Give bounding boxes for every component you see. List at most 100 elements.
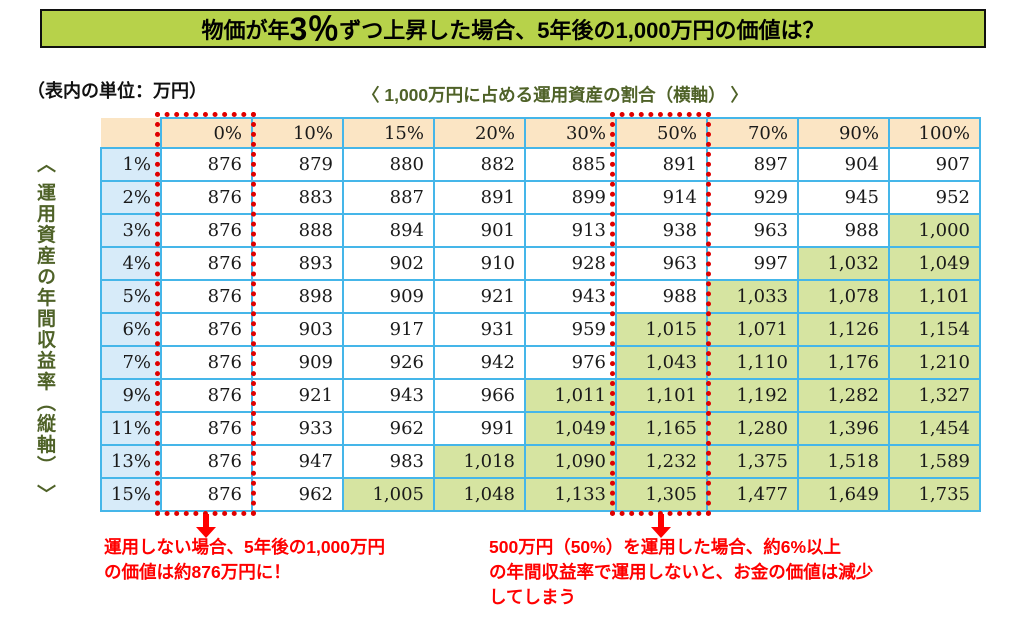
table-row: 15% 876 962 1,005 1,048 1,133 1,305 1,477 1,649 1…: [100, 477, 981, 512]
row-header-3%: 3%: [100, 213, 162, 248]
col-header-20%: 20%: [433, 117, 526, 149]
value-cell: 938: [615, 213, 708, 248]
value-cell: 1,090: [524, 444, 617, 479]
table-row: 1% 876 879 880 882 885 891 897 904 907: [100, 147, 981, 182]
value-cell: 1,327: [888, 378, 981, 413]
table-corner-cell: [101, 118, 161, 148]
value-cell: 952: [888, 180, 981, 215]
value-cell: 914: [615, 180, 708, 215]
value-cell: 880: [342, 147, 435, 182]
col-header-10%: 10%: [251, 117, 344, 149]
value-cell: 991: [433, 411, 526, 446]
value-cell: 888: [251, 213, 344, 248]
value-cell: 1,049: [524, 411, 617, 446]
value-cell: 943: [524, 279, 617, 314]
value-cell: 976: [524, 345, 617, 380]
col-header-70%: 70%: [706, 117, 799, 149]
value-cell: 1,015: [615, 312, 708, 347]
value-cell: 917: [342, 312, 435, 347]
value-cell: 943: [342, 378, 435, 413]
value-cell: 885: [524, 147, 617, 182]
vertical-axis-label: 〈 運用資産の年間収益率（縦軸） 〉: [34, 153, 55, 505]
value-cell: 1,005: [342, 477, 435, 512]
value-cell: 1,126: [797, 312, 890, 347]
annotation-no-investment: 運用しない場合、5年後の1,000万円 の価値は約876万円に！: [104, 537, 386, 582]
value-cell: 1,454: [888, 411, 981, 446]
value-cell: 891: [433, 180, 526, 215]
value-cell: 1,589: [888, 444, 981, 479]
value-cell: 876: [160, 345, 253, 380]
value-cell: 928: [524, 246, 617, 281]
col-header-0%: 0%: [160, 117, 253, 149]
value-cell: 876: [160, 444, 253, 479]
table-unit-note: （表内の単位：万円）: [27, 81, 207, 101]
value-cell: 1,032: [797, 246, 890, 281]
value-cell: 879: [251, 147, 344, 182]
value-cell: 1,282: [797, 378, 890, 413]
value-cell: 1,154: [888, 312, 981, 347]
table-row: 6% 876 903 917 931 959 1,015 1,071 1,126 1,154: [100, 312, 981, 347]
value-cell: 1,305: [615, 477, 708, 512]
value-cell: 1,735: [888, 477, 981, 512]
value-cell: 962: [342, 411, 435, 446]
value-cell: 988: [797, 213, 890, 248]
row-header-1%: 1%: [100, 147, 162, 182]
value-cell: 893: [251, 246, 344, 281]
value-cell: 1,110: [706, 345, 799, 380]
row-header-4%: 4%: [100, 246, 162, 281]
column-header-row: 0% 10% 15% 20% 30% 50% 70% 90% 100%: [101, 117, 981, 149]
value-cell: 876: [160, 279, 253, 314]
table-row: 7% 876 909 926 942 976 1,043 1,110 1,176 1,210: [100, 345, 981, 380]
value-cell: 983: [342, 444, 435, 479]
value-cell: 887: [342, 180, 435, 215]
horizontal-axis-label: 〈 1,000万円に占める運用資産の割合（横軸） 〉: [361, 85, 748, 105]
value-cell: 876: [160, 213, 253, 248]
value-cell: 1,375: [706, 444, 799, 479]
value-cell: 1,101: [615, 378, 708, 413]
value-cell: 963: [706, 213, 799, 248]
annotation-half-investment: 500万円（50%）を運用した場合、約6%以上 の年間収益率で運用しないと、お金…: [489, 537, 874, 607]
value-cell: 1,033: [706, 279, 799, 314]
value-cell: 901: [433, 213, 526, 248]
value-cell: 1,192: [706, 378, 799, 413]
value-cell: 1,018: [433, 444, 526, 479]
row-header-6%: 6%: [100, 312, 162, 347]
value-cell: 966: [433, 378, 526, 413]
page-title-pre: 物価が年: [201, 17, 290, 43]
value-cell: 876: [160, 147, 253, 182]
col-header-100%: 100%: [888, 117, 981, 149]
row-header-9%: 9%: [100, 378, 162, 413]
value-cell: 891: [615, 147, 708, 182]
value-cell: 1,048: [433, 477, 526, 512]
value-cell: 902: [342, 246, 435, 281]
value-cell: 910: [433, 246, 526, 281]
value-cell: 1,176: [797, 345, 890, 380]
value-table: 0% 10% 15% 20% 30% 50% 70% 90% 100% 1% 876 879 880 88…: [100, 117, 981, 512]
arrow-head: [195, 527, 216, 538]
row-header-11%: 11%: [100, 411, 162, 446]
value-cell: 876: [160, 246, 253, 281]
value-cell: 899: [524, 180, 617, 215]
value-cell: 876: [160, 312, 253, 347]
value-cell: 876: [160, 180, 253, 215]
value-cell: 882: [433, 147, 526, 182]
value-cell: 909: [342, 279, 435, 314]
value-cell: 959: [524, 312, 617, 347]
value-cell: 1,071: [706, 312, 799, 347]
table-row: 11% 876 933 962 991 1,049 1,165 1,280 1,396 1,454: [100, 411, 981, 446]
table-row: 4% 876 893 902 910 928 963 997 1,032 1,049: [100, 246, 981, 281]
value-cell: 1,078: [797, 279, 890, 314]
value-cell: 907: [888, 147, 981, 182]
down-arrow-icon: [650, 514, 671, 538]
value-cell: 898: [251, 279, 344, 314]
value-cell: 1,477: [706, 477, 799, 512]
value-cell: 876: [160, 411, 253, 446]
value-cell: 988: [615, 279, 708, 314]
value-cell: 1,518: [797, 444, 890, 479]
value-cell: 1,232: [615, 444, 708, 479]
table-row: 2% 876 883 887 891 899 914 929 945 952: [100, 180, 981, 215]
row-header-7%: 7%: [100, 345, 162, 380]
value-cell: 894: [342, 213, 435, 248]
value-cell: 921: [433, 279, 526, 314]
